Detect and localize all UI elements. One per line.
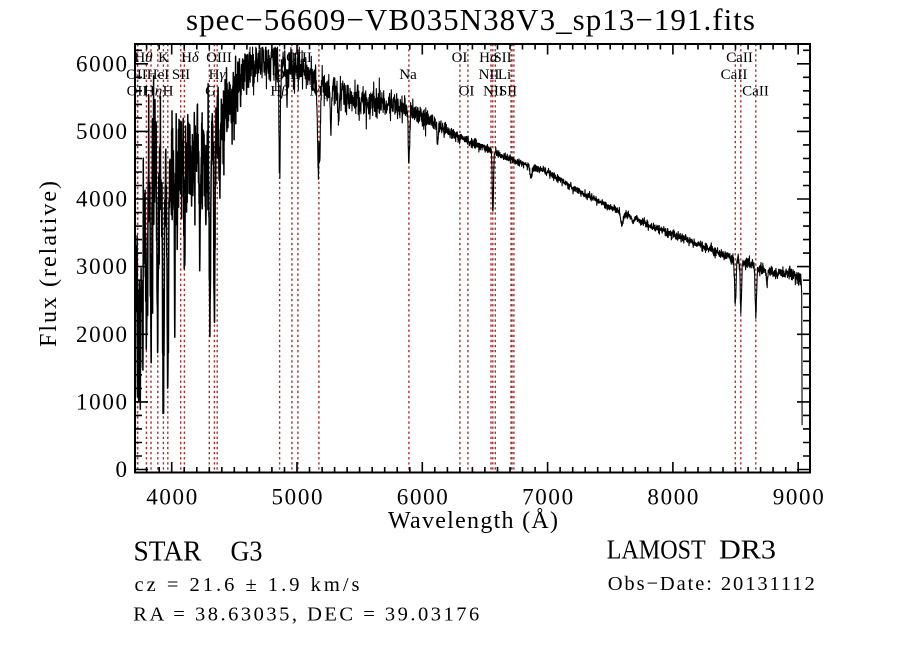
svg-text:Hη: Hη [144,84,162,100]
svg-text:9000: 9000 [773,485,824,510]
svg-text:Hδ: Hδ [181,50,200,66]
svg-text:OIII: OIII [206,50,232,66]
svg-text:7000: 7000 [522,485,573,510]
svg-text:RA = 38.63035, DEC = 39.0317: RA = 38.63035, DEC = 39.03176 [133,604,479,626]
svg-text:SII: SII [499,84,517,100]
svg-text:NII: NII [479,67,500,83]
svg-text:OIII: OIII [274,67,300,83]
svg-text:STAR: STAR [134,536,203,568]
svg-text:Hα: Hα [479,50,499,66]
svg-text:6000: 6000 [76,51,127,76]
svg-text:4000: 4000 [76,187,127,212]
svg-text:SII: SII [493,50,511,66]
svg-text:spec−56609−VB035N38V3_sp13−191: spec−56609−VB035N38V3_sp13−191.fits [186,2,755,37]
svg-text:8000: 8000 [647,485,698,510]
svg-text:CaII: CaII [742,84,769,100]
svg-text:3000: 3000 [76,254,127,279]
svg-text:G3: G3 [231,536,263,568]
svg-text:OIII: OIII [286,50,312,66]
svg-text:Mg: Mg [310,84,331,100]
svg-text:CaII: CaII [726,50,753,66]
svg-text:G: G [205,84,216,100]
svg-text:NII: NII [483,84,504,100]
svg-text:Li: Li [498,67,511,83]
svg-text:4000: 4000 [146,485,197,510]
svg-text:K: K [158,50,169,66]
svg-text:OII: OII [126,67,147,83]
svg-text:LAMOST: LAMOST [607,534,706,565]
svg-text:Hβ: Hβ [270,84,289,100]
svg-text:cz = 21.6 ± 1.9 km/s: cz = 21.6 ± 1.9 km/s [135,574,360,596]
svg-text:DR3: DR3 [719,534,776,565]
svg-text:Hθ: Hθ [134,50,153,66]
svg-text:HeI: HeI [147,67,170,83]
svg-text:2000: 2000 [76,322,127,347]
svg-text:OI: OI [452,50,468,66]
svg-text:5000: 5000 [272,485,323,510]
svg-text:Na: Na [399,67,417,83]
svg-text:H: H [163,84,174,100]
svg-text:OII: OII [127,84,148,100]
svg-text:Flux (relative): Flux (relative) [36,181,62,347]
svg-text:5000: 5000 [76,119,127,144]
svg-text:CaII: CaII [721,67,748,83]
svg-text:Obs−Date: 20131112: Obs−Date: 20131112 [608,573,815,595]
svg-text:1000: 1000 [76,389,127,414]
svg-text:Hγ: Hγ [209,67,227,83]
svg-text:Wavelength (Å): Wavelength (Å) [388,508,558,534]
svg-text:SII: SII [172,67,190,83]
svg-text:0: 0 [116,457,128,482]
svg-text:OI: OI [459,84,475,100]
svg-text:6000: 6000 [397,485,448,510]
